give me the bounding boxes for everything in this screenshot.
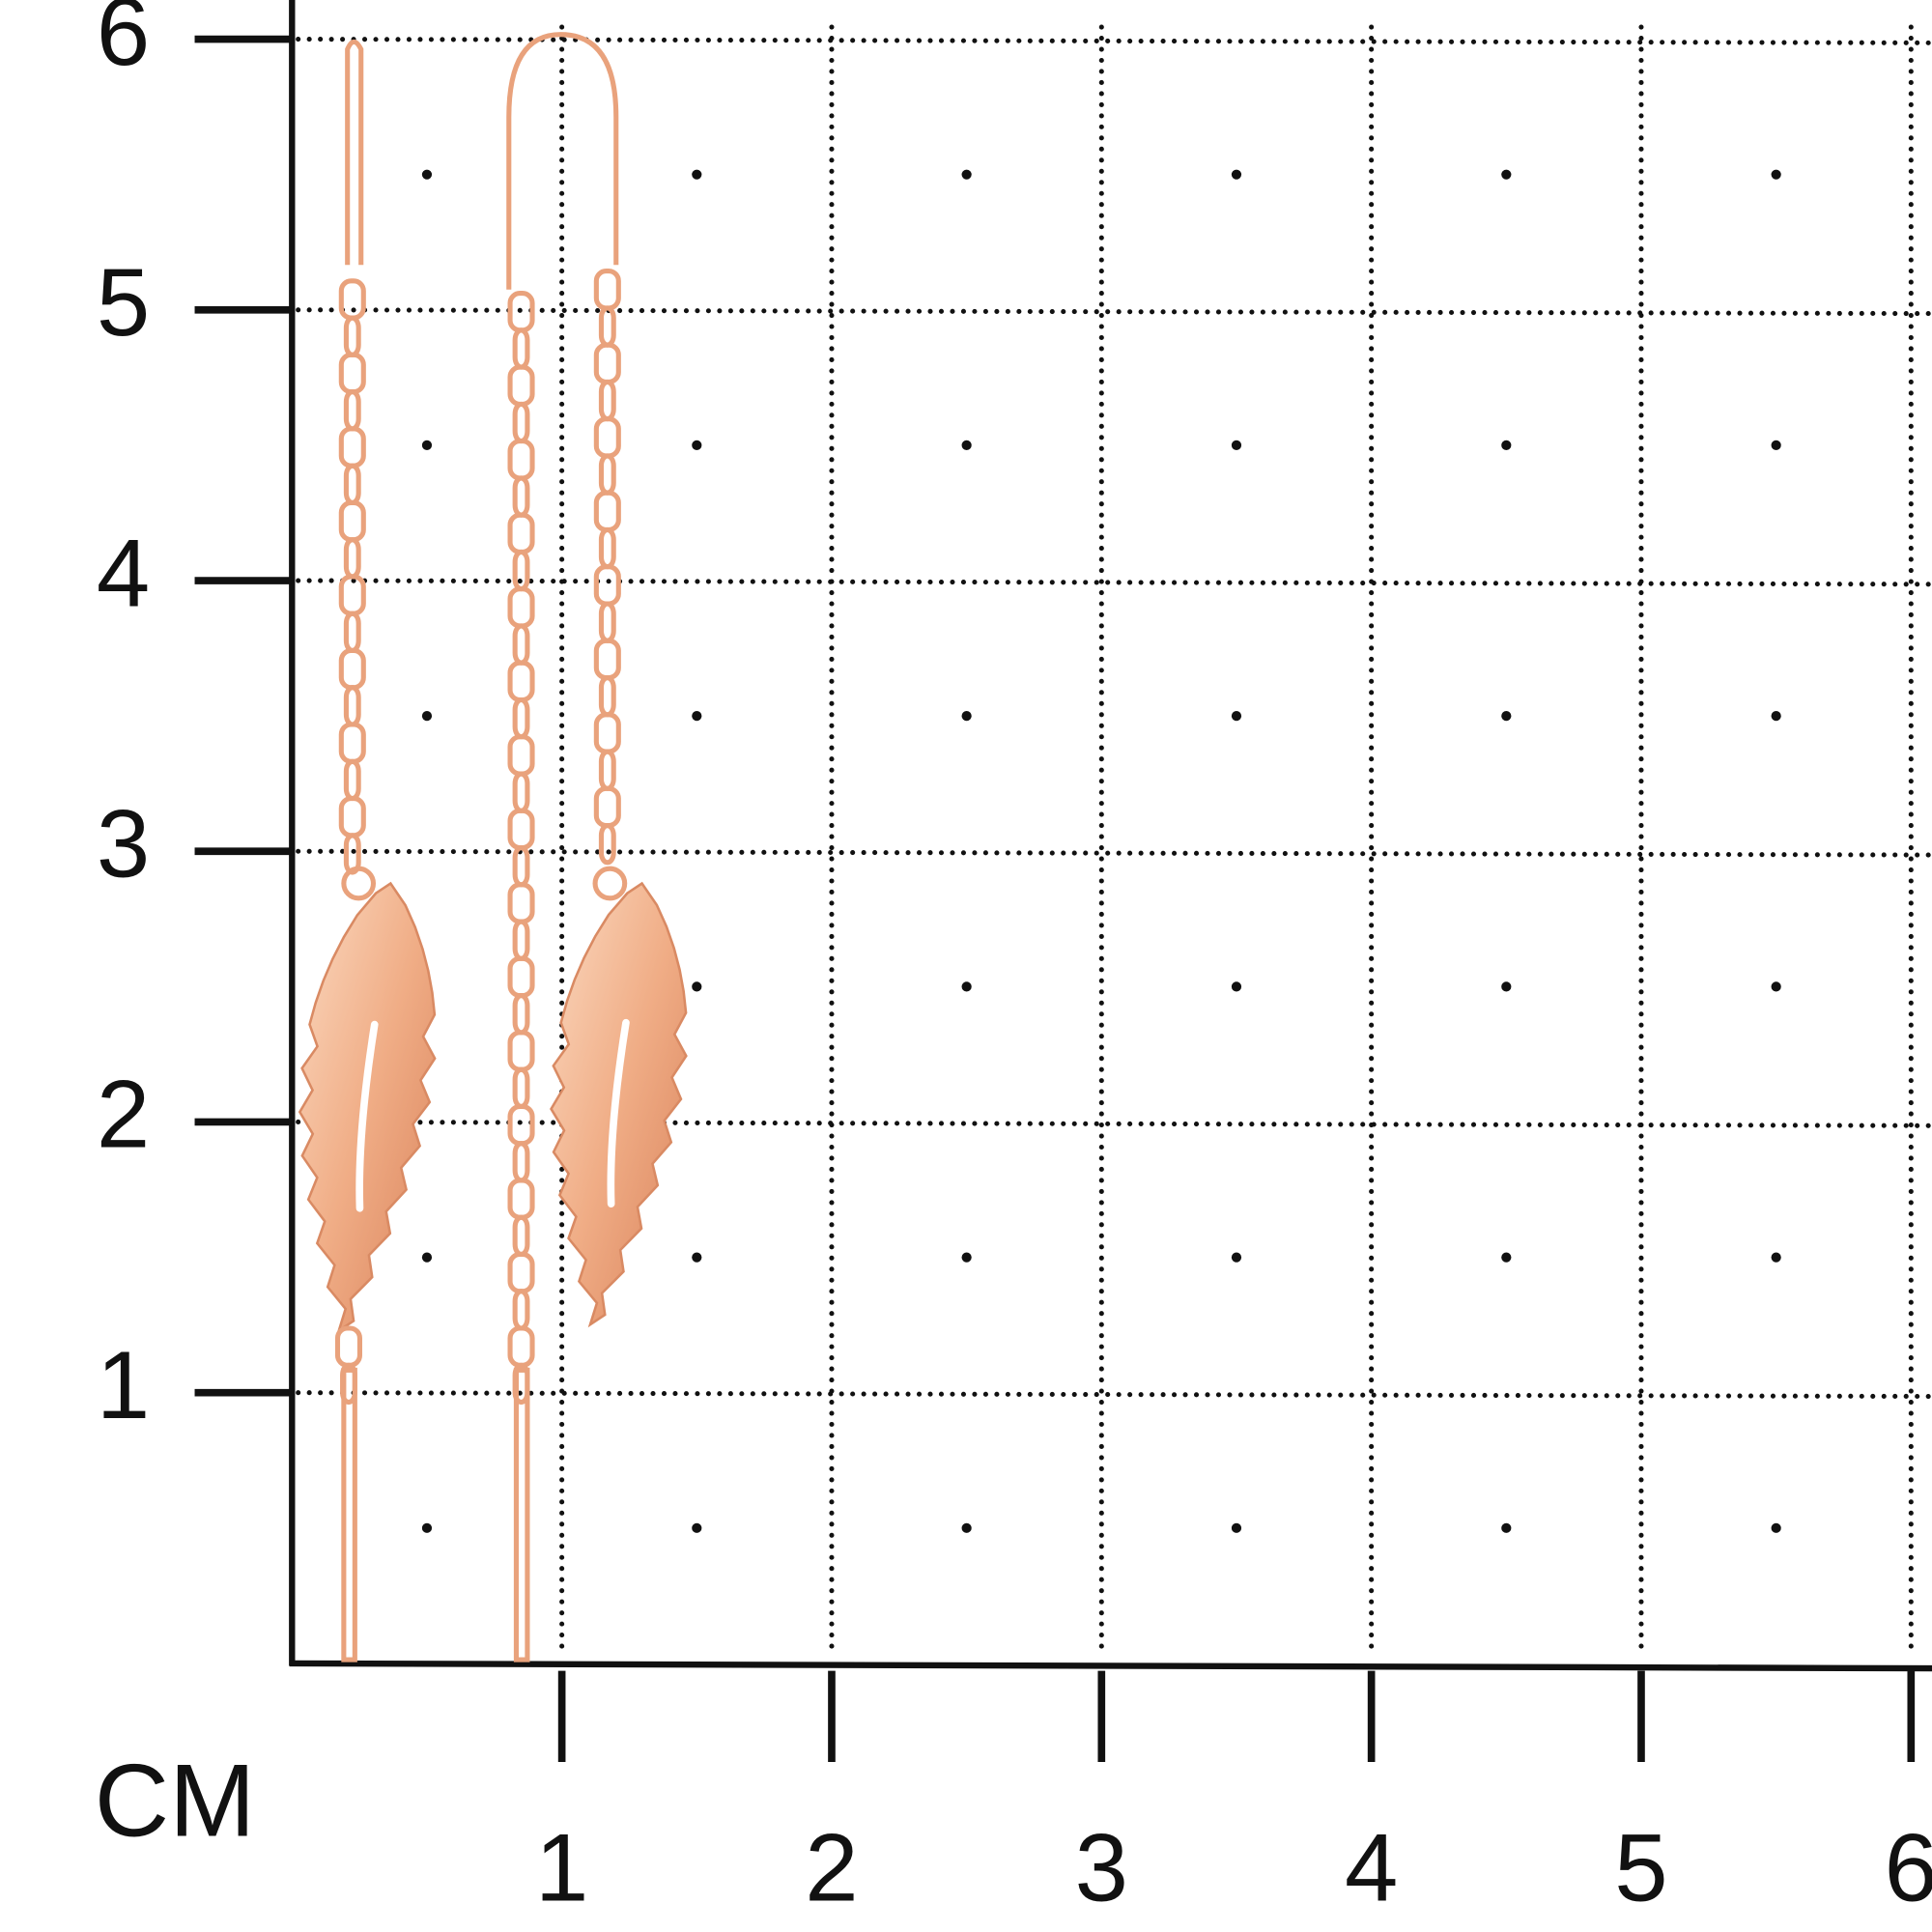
grid-line (296, 1119, 1932, 1128)
y-tick-label: 1 (97, 1332, 150, 1439)
y-tick-label: 5 (97, 249, 150, 356)
grid-dot (1771, 440, 1781, 451)
grid-dot (421, 440, 433, 451)
feather-ring (592, 866, 628, 901)
y-tick-label: 6 (97, 0, 150, 86)
grid-dot (1231, 1522, 1242, 1533)
grid-dot (961, 981, 972, 992)
grid-dot (1231, 440, 1242, 451)
feather-slit (355, 1020, 379, 1212)
grid-dot (1501, 981, 1512, 992)
grid-dot (961, 711, 972, 722)
threader-end (513, 1367, 530, 1662)
x-tick-label: 1 (535, 1815, 588, 1922)
threader-end (341, 1367, 357, 1662)
x-tick-label: 4 (1345, 1815, 1398, 1922)
y-tick-label: 2 (97, 1062, 150, 1169)
grid-dot (1231, 169, 1242, 180)
grid-dot (1771, 1522, 1781, 1533)
grid-dot (421, 1252, 433, 1263)
earrings (298, 32, 688, 1662)
x-tick-label: 6 (1885, 1815, 1932, 1922)
grid-dot (961, 1252, 972, 1263)
grid-dot (1231, 981, 1242, 992)
grid-dot (1771, 169, 1781, 180)
grid-line (296, 578, 1932, 587)
grid-dot (1771, 711, 1781, 722)
x-tick-label: 2 (805, 1815, 858, 1922)
grid-dot (692, 169, 702, 180)
chain-link (598, 823, 616, 866)
grid-dot (961, 169, 972, 180)
grid-dot (1501, 1522, 1512, 1533)
grid-dot (1771, 1252, 1781, 1263)
grid-dot (1771, 981, 1781, 992)
grid-line (296, 307, 1932, 317)
grid-dot (692, 1252, 702, 1263)
grid-line (296, 1390, 1932, 1400)
grid (296, 24, 1932, 1661)
grid-line (296, 848, 1932, 858)
y-tick-label: 4 (97, 520, 150, 627)
grid-dot (1501, 169, 1512, 180)
grid-dot (1231, 711, 1242, 722)
threader-hook (506, 32, 619, 290)
grid-dot (692, 711, 702, 722)
axes (194, 0, 1932, 1762)
grid-dot (961, 1522, 972, 1533)
threader-bar (345, 39, 364, 266)
feather-ring (341, 866, 377, 901)
x-axis (289, 1660, 1932, 1672)
grid-dot (692, 440, 702, 451)
grid-dot (961, 440, 972, 451)
grid-dot (1501, 440, 1512, 451)
feather-slit (607, 1018, 630, 1208)
x-tick-label: 5 (1614, 1815, 1667, 1922)
x-tick-label: 3 (1075, 1815, 1128, 1922)
grid-dot (1501, 711, 1512, 722)
grid-dot (421, 169, 433, 180)
y-tick-label: 3 (97, 791, 150, 898)
grid-dot (692, 981, 702, 992)
grid-dot (1231, 1252, 1242, 1263)
grid-dot (421, 1522, 433, 1533)
grid-line (296, 37, 1932, 45)
unit-label: CM (95, 1743, 256, 1859)
grid-dot (1501, 1252, 1512, 1263)
grid-dot (692, 1522, 702, 1533)
grid-dot (421, 711, 433, 722)
